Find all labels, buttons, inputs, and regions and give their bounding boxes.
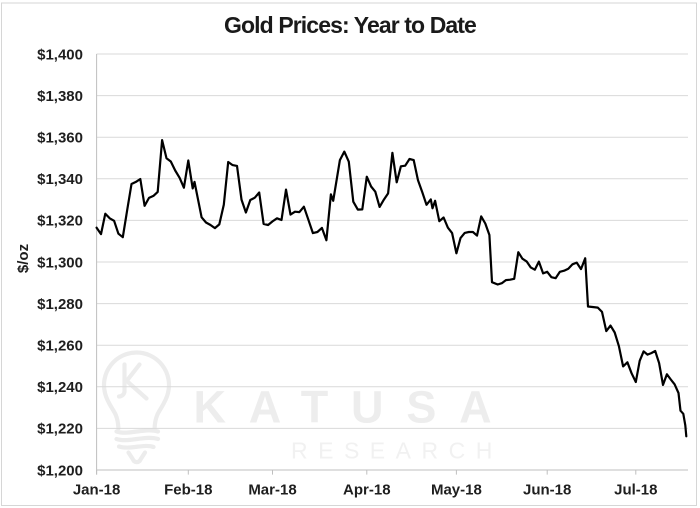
svg-text:$1,260: $1,260: [37, 338, 83, 355]
svg-text:$1,280: $1,280: [37, 296, 83, 313]
svg-text:May-18: May-18: [431, 482, 482, 499]
svg-text:$1,400: $1,400: [37, 46, 83, 63]
svg-text:$/oz: $/oz: [15, 244, 32, 273]
svg-text:$1,340: $1,340: [37, 171, 83, 188]
svg-text:Mar-18: Mar-18: [248, 482, 296, 499]
svg-text:Apr-18: Apr-18: [343, 482, 391, 499]
svg-text:$1,360: $1,360: [37, 130, 83, 147]
svg-text:KATUSA: KATUSA: [194, 382, 515, 433]
svg-text:$1,240: $1,240: [37, 379, 83, 396]
svg-text:Gold Prices: Year to Date: Gold Prices: Year to Date: [224, 12, 476, 38]
svg-text:$1,300: $1,300: [37, 254, 83, 271]
svg-text:Jul-18: Jul-18: [614, 482, 657, 499]
svg-text:$1,320: $1,320: [37, 213, 83, 230]
svg-text:$1,200: $1,200: [37, 462, 83, 479]
svg-text:$1,380: $1,380: [37, 88, 83, 105]
svg-text:RESEARCH: RESEARCH: [291, 437, 503, 463]
svg-text:$1,220: $1,220: [37, 421, 83, 438]
svg-text:Jun-18: Jun-18: [523, 482, 571, 499]
svg-text:Jan-18: Jan-18: [73, 482, 121, 499]
svg-text:Feb-18: Feb-18: [164, 482, 212, 499]
